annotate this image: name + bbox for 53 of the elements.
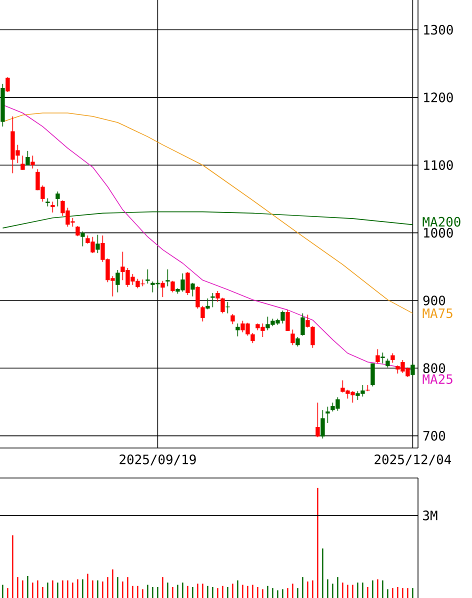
series-label: MA200 <box>422 216 460 227</box>
y-tick-label: 1200 <box>424 92 453 102</box>
candlestick <box>306 314 310 328</box>
candlestick <box>296 336 300 347</box>
candlestick <box>410 363 415 377</box>
candlestick <box>76 226 80 237</box>
candlestick <box>370 363 375 387</box>
candlestick <box>160 280 165 298</box>
line-series <box>2 211 414 228</box>
candlestick <box>50 201 55 213</box>
candlestick <box>96 234 100 254</box>
series-label: MA25 <box>422 374 452 384</box>
series-label: MA75 <box>422 308 452 318</box>
candlestick <box>56 191 60 207</box>
candlestick <box>190 282 195 297</box>
candlestick <box>30 155 35 169</box>
x-tick-label: 2025/09/19 <box>120 454 196 466</box>
candlestick <box>390 352 395 364</box>
candlestick <box>220 297 225 314</box>
candlestick <box>200 305 205 322</box>
y-tick-label: 1300 <box>424 24 453 35</box>
candlestick <box>230 314 235 325</box>
candlestick <box>290 329 295 346</box>
candlestick <box>326 406 330 424</box>
candlestick <box>210 292 215 308</box>
y-tick-label: 1100 <box>424 160 453 170</box>
y-tick-label: 900 <box>423 296 446 306</box>
candlestick <box>316 402 320 438</box>
x-tick-label: 2025/12/04 <box>374 454 452 466</box>
candlestick <box>236 323 240 337</box>
candlestick <box>196 286 200 309</box>
candlestick <box>116 270 120 293</box>
candlestick <box>206 298 210 310</box>
candlestick <box>250 332 255 344</box>
candlestick <box>170 280 175 293</box>
candlestick <box>286 310 290 332</box>
y-tick-label: 700 <box>423 430 446 441</box>
candlestick <box>80 231 85 247</box>
candlestick <box>26 150 30 166</box>
candlestick <box>186 272 190 296</box>
candlestick <box>376 348 380 364</box>
candlestick <box>380 352 385 364</box>
candlestick <box>300 312 305 336</box>
candlestick <box>216 290 220 302</box>
ref-line-label: 3M <box>423 510 438 520</box>
candlestick <box>20 155 25 170</box>
y-tick-label: 1000 <box>424 228 453 238</box>
candlestick <box>166 268 170 287</box>
candlestick <box>320 410 325 439</box>
candlestick <box>6 76 10 92</box>
candlestick <box>310 326 315 348</box>
candlestick <box>146 268 150 284</box>
y-tick-label: 800 <box>423 363 446 374</box>
